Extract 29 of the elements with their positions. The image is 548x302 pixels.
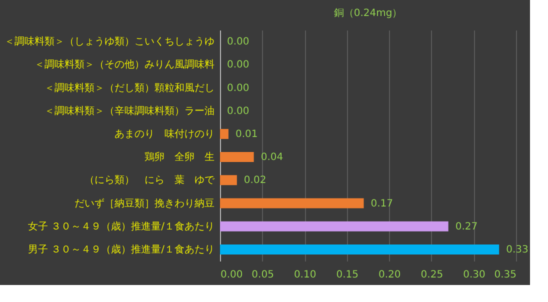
data-label: 0.00 bbox=[227, 82, 250, 94]
data-label: 0.33 bbox=[506, 244, 528, 256]
data-label: 0.01 bbox=[235, 128, 258, 140]
data-label: 0.00 bbox=[227, 106, 250, 117]
y-tick-label: だいず［納豆類］挽きわり納豆 bbox=[74, 197, 214, 210]
y-tick-label: あまのり 味付けのり bbox=[114, 128, 214, 140]
data-label: 0.04 bbox=[260, 152, 284, 164]
x-tick-label: 0.10 bbox=[294, 270, 316, 280]
x-tick-label: 0.20 bbox=[378, 270, 401, 280]
data-label: 0.00 bbox=[227, 60, 250, 71]
x-tick-label: 0.30 bbox=[463, 270, 486, 280]
data-label: 0.02 bbox=[244, 175, 266, 186]
chart-title: 銅（0.24mg） bbox=[334, 8, 402, 19]
data-label: 0.00 bbox=[227, 36, 250, 48]
x-tick-label: 0.00 bbox=[220, 270, 243, 280]
x-tick-label: 0.15 bbox=[336, 270, 358, 280]
x-tick-label: 0.25 bbox=[420, 270, 444, 280]
y-tick-label: 鶏卵 全卵 生 bbox=[144, 151, 214, 164]
y-tick-label: ＜調味料類＞（辛味調味料類）ラー油 bbox=[44, 104, 214, 117]
y-tick-label: 女子 ３０～４９（歳）推進量/１食あたり bbox=[28, 220, 214, 232]
y-tick-label: ＜調味料類＞（しょうゆ類）こいくちしょうゆ bbox=[4, 36, 214, 48]
y-tick-label: ＜調味料類＞（だし類）顆粒和風だし bbox=[44, 82, 214, 94]
x-tick-label: 0.05 bbox=[252, 270, 274, 280]
data-label: 0.27 bbox=[455, 221, 478, 232]
y-tick-label: ＜調味料類＞（その他）みりん風調味料 bbox=[34, 58, 214, 71]
y-tick-label: 男子 ３０～４９（歳）推進量/１食あたり bbox=[28, 243, 214, 256]
x-tick-label: 0.35 bbox=[494, 270, 516, 280]
data-label: 0.17 bbox=[370, 198, 394, 210]
y-tick-label: （にら類） にら 葉 ゆで bbox=[84, 174, 216, 186]
